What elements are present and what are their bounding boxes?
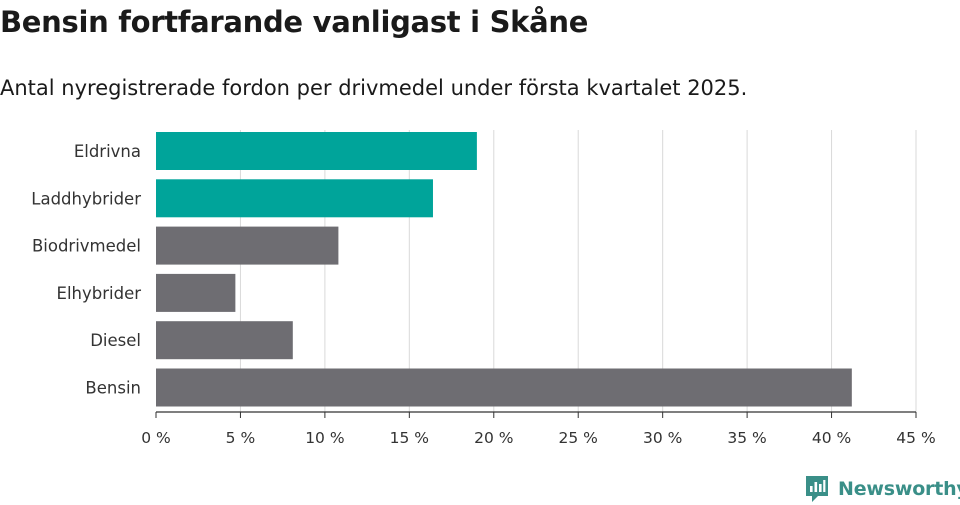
x-tick-label: 35 % — [727, 429, 766, 447]
category-label: Eldrivna — [74, 142, 141, 161]
x-tick-label: 25 % — [559, 429, 598, 447]
x-tick-label: 5 % — [226, 429, 256, 447]
category-labels: Eldrivna Laddhybrider Biodrivmedel Elhybrid… — [31, 142, 141, 398]
category-label: Bensin — [85, 379, 141, 398]
bar-chart: Eldrivna Laddhybrider Biodrivmedel Elhybrid… — [31, 130, 936, 447]
bar-bensin — [156, 368, 852, 407]
chart-subtitle: Antal nyregistrerade fordon per drivmede… — [0, 76, 748, 100]
bar-elhybrider — [156, 273, 236, 312]
bars — [156, 132, 852, 407]
category-label: Elhybrider — [57, 284, 142, 303]
newsworthy-logo-icon — [806, 476, 828, 502]
x-tick-label: 40 % — [812, 429, 851, 447]
category-label: Laddhybrider — [31, 189, 141, 208]
newsworthy-logo: Newsworthy — [804, 474, 960, 504]
x-axis: 0 % 5 % 10 % 15 % 20 % 25 % 30 % 35 % 40 % 45 % — [141, 411, 936, 447]
gridlines — [239, 130, 917, 412]
x-tick-label: 30 % — [643, 429, 682, 447]
category-label: Diesel — [90, 331, 141, 350]
x-tick-label: 15 % — [390, 429, 429, 447]
x-tick-label: 0 % — [141, 429, 171, 447]
bar-eldrivna — [156, 132, 477, 170]
x-tick-label: 45 % — [896, 429, 935, 447]
logo-text: Newsworthy — [838, 478, 960, 500]
bar-laddhybrider — [156, 179, 433, 218]
x-tick-label: 10 % — [305, 429, 344, 447]
bar-biodrivmedel — [156, 226, 339, 265]
x-tick-label: 20 % — [474, 429, 513, 447]
category-label: Biodrivmedel — [32, 237, 141, 256]
bar-diesel — [156, 321, 293, 360]
chart-title: Bensin fortfarande vanligast i Skåne — [0, 5, 589, 39]
